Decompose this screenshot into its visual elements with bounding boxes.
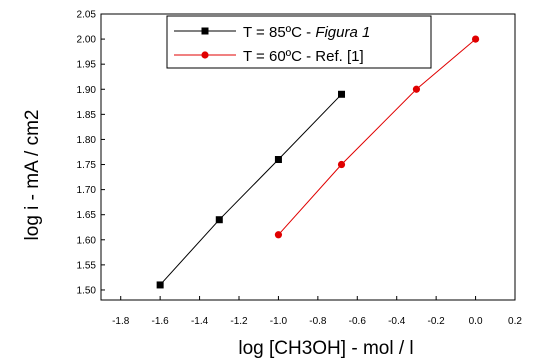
- data-point-square: [274, 156, 282, 164]
- x-axis-ticks: -1.8 -1.6 -1.4 -1.2 -1.0 -0.8 -0.6 -0.4 -0.2 0.0 0…: [112, 296, 522, 327]
- y-tick-label: 1.90: [77, 85, 97, 96]
- y-tick-label: 1.75: [77, 160, 97, 171]
- data-point-circle: [471, 35, 480, 43]
- x-tick-label: 0.2: [508, 316, 522, 327]
- data-point-square: [156, 281, 164, 289]
- legend-box: [166, 15, 432, 69]
- y-tick-label: 1.85: [77, 110, 97, 121]
- legend-entry-1: T = 85ºC - Figura 1: [174, 24, 370, 41]
- data-point-square: [215, 216, 223, 224]
- series-2-line: [278, 38, 476, 236]
- x-tick-label: -1.8: [112, 316, 130, 327]
- data-point-square: [338, 90, 346, 98]
- legend-label-2: T = 60ºC - Ref. [1]: [243, 48, 364, 65]
- x-tick-label: -1.6: [152, 316, 170, 327]
- y-axis-title: log i - mA / cm2: [22, 110, 43, 241]
- legend-marker-circle: [201, 51, 209, 59]
- series-1-line: [159, 93, 342, 286]
- data-point-circle: [337, 160, 346, 169]
- data-point-circle: [274, 231, 283, 239]
- legend-entry-2: T = 60ºC - Ref. [1]: [174, 48, 364, 65]
- series-layer: [156, 35, 480, 289]
- x-tick-label: -0.4: [388, 316, 406, 327]
- x-tick-label: -0.8: [309, 316, 327, 327]
- x-tick-label: -1.2: [230, 316, 248, 327]
- plot-frame: [100, 13, 516, 301]
- y-tick-label: 1.60: [77, 235, 97, 246]
- y-tick-label: 1.80: [77, 135, 97, 146]
- legend-label-1-plain: T = 85ºC -: [243, 24, 315, 41]
- y-tick-label: 2.00: [77, 35, 97, 46]
- y-tick-label: 1.55: [77, 260, 97, 271]
- y-axis-ticks: 1.50 1.55 1.60 1.65 1.70 1.75 1.80 1.85 1.90 1.95…: [77, 10, 105, 296]
- y-tick-label: 1.95: [77, 60, 97, 71]
- series-2: [274, 35, 480, 239]
- x-tick-label: -0.6: [349, 316, 367, 327]
- x-tick-label: -1.4: [191, 316, 209, 327]
- data-point-circle: [412, 85, 421, 93]
- x-tick-label: 0.0: [469, 316, 483, 327]
- legend-label-1: T = 85ºC - Figura 1: [243, 24, 370, 41]
- legend: T = 85ºC - Figura 1 T = 60ºC - Ref. [1]: [166, 15, 432, 69]
- legend-label-1-italic: Figura 1: [315, 24, 370, 41]
- x-tick-label: -1.0: [270, 316, 288, 327]
- legend-marker-square: [201, 27, 209, 35]
- y-tick-label: 2.05: [77, 10, 97, 21]
- y-tick-label: 1.70: [77, 185, 97, 196]
- x-axis-title: log [CH3OH] - mol / l: [238, 338, 413, 358]
- y-tick-label: 1.50: [77, 285, 97, 296]
- y-tick-label: 1.65: [77, 210, 97, 221]
- series-1: [156, 90, 346, 289]
- x-tick-label: -0.2: [428, 316, 446, 327]
- plot-area: [100, 13, 516, 301]
